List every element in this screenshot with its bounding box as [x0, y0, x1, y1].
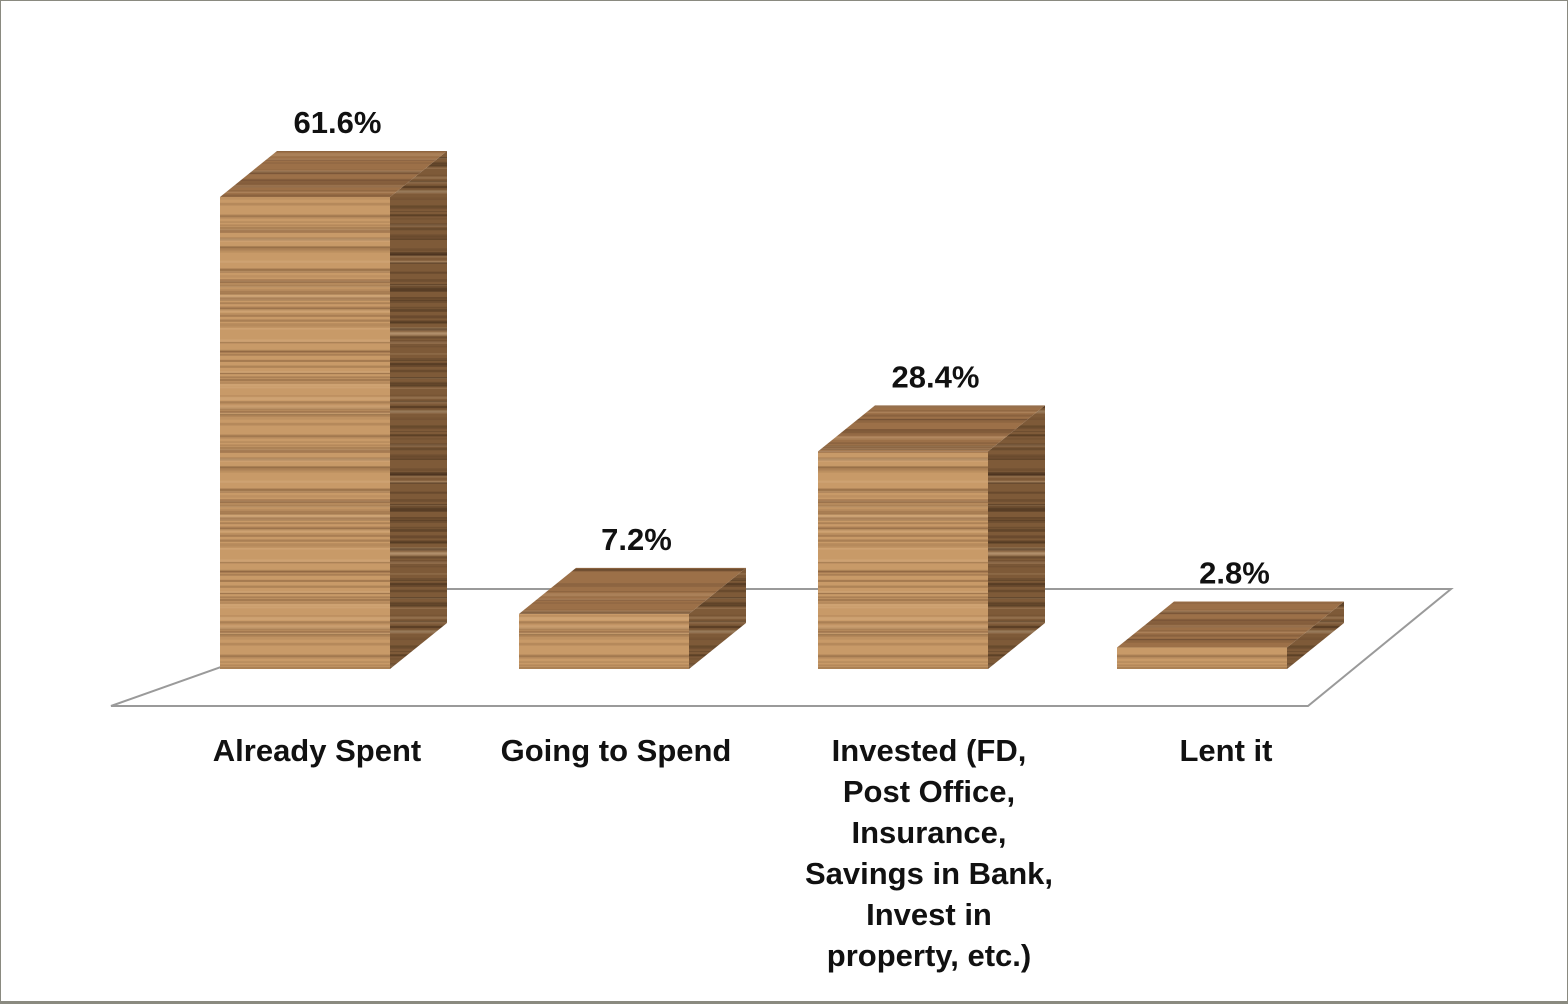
value-label: 28.4%: [892, 359, 980, 394]
value-labels-layer: 61.6% 7.2% 28.4% 2.8%: [294, 105, 1270, 591]
bar-front-face: [519, 613, 689, 669]
bars-layer: [220, 151, 1344, 669]
category-label-line: Invested (FD,: [832, 733, 1027, 768]
bar-4: [1117, 601, 1344, 669]
bar-top-face: [519, 567, 746, 614]
value-label: 7.2%: [601, 522, 672, 557]
bar-1: [220, 151, 447, 669]
bar-top-face: [818, 405, 1045, 452]
category-label-line: Going to Spend: [501, 733, 732, 768]
category-label: Lent it: [1180, 733, 1273, 768]
bar-2: [519, 567, 746, 669]
category-label-line: Savings in Bank,: [805, 856, 1053, 891]
category-label-line: Lent it: [1180, 733, 1273, 768]
category-label: Going to Spend: [501, 733, 732, 768]
value-label: 2.8%: [1199, 556, 1270, 591]
category-label-line: property, etc.): [827, 938, 1031, 973]
category-label-line: Insurance,: [851, 815, 1006, 850]
category-label-line: Invest in: [866, 897, 992, 932]
category-label-line: Post Office,: [843, 774, 1015, 809]
bar-front-face: [818, 451, 988, 669]
category-labels-layer: Already Spent Going to Spend Invested (FD,…: [213, 733, 1273, 973]
bar-front-face: [220, 197, 390, 669]
bar-3: [818, 405, 1045, 669]
category-label-line: Already Spent: [213, 733, 421, 768]
bar-side-face: [988, 405, 1045, 669]
category-label: Already Spent: [213, 733, 421, 768]
bar-side-face: [390, 151, 447, 669]
bar-side-face: [689, 567, 746, 669]
category-label: Invested (FD, Post Office, Insurance, Savin…: [805, 733, 1053, 973]
bar-front-face: [1117, 647, 1287, 669]
bar-top-face: [220, 151, 447, 197]
bar-top-face: [1117, 601, 1344, 648]
value-label: 61.6%: [294, 105, 382, 140]
bar-side-face: [1287, 601, 1344, 669]
